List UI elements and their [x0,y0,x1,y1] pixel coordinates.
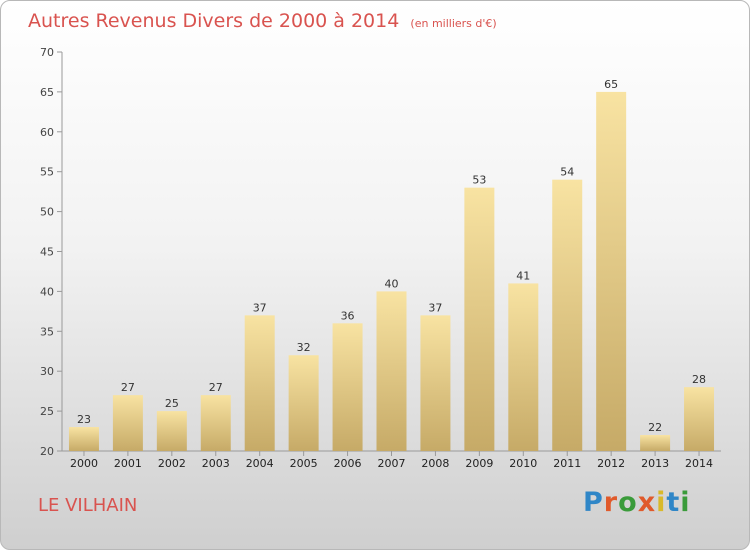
x-tick-label: 2010 [509,457,537,470]
x-tick-label: 2000 [70,457,98,470]
chart-subtitle: (en milliers d'€) [410,17,497,30]
bar-2002 [156,411,187,451]
bar-2010 [508,283,539,451]
data-label: 37 [253,301,267,314]
x-tick-label: 2007 [378,457,406,470]
x-tick-label: 2006 [334,457,362,470]
x-tick-label: 2005 [290,457,318,470]
bar-2009 [464,187,495,451]
data-label: 25 [165,397,179,410]
bar-2006 [332,323,363,451]
data-label: 22 [648,421,662,434]
logo-letter: i [656,487,667,518]
x-tick-label: 2011 [553,457,581,470]
logo-letter: i [680,487,691,518]
chart-bars [68,91,715,452]
logo-letter: x [637,487,657,518]
x-tick-label: 2003 [202,457,230,470]
y-tick-label: 40 [40,285,54,298]
logo-letter: t [666,487,681,518]
y-tick-label: 60 [40,126,54,139]
data-label: 23 [77,413,91,426]
data-label: 27 [209,381,223,394]
data-label: 32 [297,341,311,354]
data-label: 36 [341,309,355,322]
x-tick-label: 2012 [597,457,625,470]
logo-letter: o [618,487,638,518]
y-tick-label: 45 [40,246,54,259]
y-tick-label: 50 [40,206,54,219]
y-tick-label: 30 [40,365,54,378]
bar-2012 [596,91,627,452]
town-name: LE VILHAIN [38,495,138,516]
data-label: 40 [385,277,399,290]
data-label: 37 [428,301,442,314]
data-label: 53 [472,174,486,187]
chart-title-row: Autres Revenus Divers de 2000 à 2014 (en… [28,10,497,32]
chart-title: Autres Revenus Divers de 2000 à 2014 [28,10,400,32]
data-label: 54 [560,166,574,179]
x-tick-label: 2001 [114,457,142,470]
x-tick-label: 2008 [421,457,449,470]
bar-2014 [684,387,715,451]
data-label: 27 [121,381,135,394]
x-tick-label: 2004 [246,457,274,470]
y-tick-label: 35 [40,325,54,338]
bar-2000 [68,427,99,451]
logo-letter: P [583,487,604,518]
proxiti-logo: Proxiti [583,487,691,518]
logo-letter: r [603,487,619,518]
data-label: 28 [692,373,706,386]
data-label: 41 [516,269,530,282]
bar-2008 [420,315,451,451]
bar-2003 [200,395,231,451]
bar-2001 [112,395,143,451]
data-label: 65 [604,78,618,91]
x-tick-label: 2002 [158,457,186,470]
bar-2007 [376,291,407,451]
y-tick-label: 20 [40,445,54,458]
bar-2004 [244,315,275,451]
y-tick-label: 70 [40,46,54,59]
bar-2013 [640,435,671,451]
x-tick-label: 2014 [685,457,713,470]
y-tick-label: 55 [40,166,54,179]
y-tick-label: 25 [40,405,54,418]
y-tick-label: 65 [40,86,54,99]
bar-2011 [552,179,583,451]
x-tick-label: 2009 [465,457,493,470]
bar-2005 [288,355,319,451]
x-tick-label: 2013 [641,457,669,470]
chart-labels: 2000 23 2001 27 2002 25 2003 27 2004 37 2005 32 2006… [70,78,713,470]
